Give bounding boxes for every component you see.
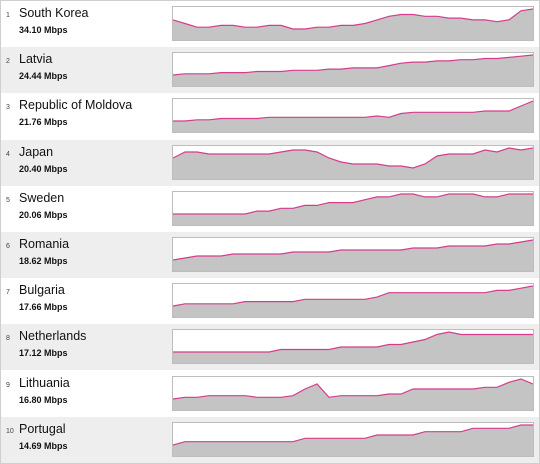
rank-number: 8 — [6, 335, 10, 342]
sparkline-svg — [173, 147, 533, 179]
rank-number: 4 — [6, 151, 10, 158]
country-name: Japan — [19, 145, 54, 159]
speed-value: 20.06 Mbps — [19, 210, 68, 220]
sparkline-area — [173, 101, 533, 132]
country-name: Sweden — [19, 191, 65, 205]
country-name: Netherlands — [19, 329, 87, 343]
speed-sparkline — [172, 329, 534, 364]
sparkline-svg — [173, 239, 533, 271]
sparkline-line — [173, 331, 533, 353]
speed-value: 21.76 Mbps — [19, 117, 68, 127]
sparkline-line — [173, 147, 533, 169]
speed-sparkline — [172, 422, 534, 457]
sparkline-svg — [173, 54, 533, 86]
sparkline-svg — [173, 100, 533, 132]
sparkline-area — [173, 286, 533, 317]
ranking-row: 5 Sweden 20.06 Mbps — [1, 186, 539, 232]
sparkline-line — [173, 424, 533, 446]
speed-sparkline — [172, 98, 534, 133]
rank-number: 5 — [6, 197, 10, 204]
ranking-row: 6 Romania 18.62 Mbps — [1, 232, 539, 278]
ranking-row: 7 Bulgaria 17.66 Mbps — [1, 278, 539, 324]
country-name: Republic of Moldova — [19, 98, 133, 112]
speed-value: 17.12 Mbps — [19, 348, 68, 358]
speed-sparkline — [172, 191, 534, 226]
country-name: South Korea — [19, 6, 89, 20]
rank-number: 7 — [6, 289, 10, 296]
sparkline-svg — [173, 424, 533, 456]
rank-number: 9 — [6, 382, 10, 389]
sparkline-line — [173, 193, 533, 215]
ranking-row: 1 South Korea 34.10 Mbps — [1, 1, 539, 47]
speed-value: 18.62 Mbps — [19, 256, 68, 266]
rank-number: 3 — [6, 104, 10, 111]
sparkline-line — [173, 54, 533, 76]
sparkline-area — [173, 194, 533, 225]
sparkline-line — [173, 239, 533, 261]
speed-sparkline — [172, 376, 534, 411]
sparkline-svg — [173, 8, 533, 40]
ranking-row: 8 Netherlands 17.12 Mbps — [1, 324, 539, 370]
speed-value: 17.66 Mbps — [19, 302, 68, 312]
sparkline-area — [173, 379, 533, 410]
speed-sparkline — [172, 6, 534, 41]
country-name: Bulgaria — [19, 283, 65, 297]
speed-value: 20.40 Mbps — [19, 164, 68, 174]
sparkline-area — [173, 148, 533, 179]
sparkline-line — [173, 378, 533, 400]
sparkline-line — [173, 8, 533, 30]
country-name: Romania — [19, 237, 70, 251]
ranking-row: 2 Latvia 24.44 Mbps — [1, 47, 539, 93]
rank-number: 10 — [6, 428, 14, 435]
sparkline-svg — [173, 378, 533, 410]
speed-sparkline — [172, 237, 534, 272]
speed-value: 24.44 Mbps — [19, 71, 68, 81]
speed-sparkline — [172, 283, 534, 318]
sparkline-svg — [173, 193, 533, 225]
sparkline-line — [173, 100, 533, 122]
country-name: Latvia — [19, 52, 53, 66]
ranking-row: 9 Lithuania 16.80 Mbps — [1, 371, 539, 417]
speed-value: 34.10 Mbps — [19, 25, 68, 35]
speed-sparkline — [172, 145, 534, 180]
country-name: Portugal — [19, 422, 66, 436]
sparkline-area — [173, 425, 533, 456]
ranking-row: 4 Japan 20.40 Mbps — [1, 140, 539, 186]
sparkline-svg — [173, 331, 533, 363]
ranking-row: 3 Republic of Moldova 21.76 Mbps — [1, 93, 539, 139]
rank-number: 2 — [6, 58, 10, 65]
speed-value: 16.80 Mbps — [19, 395, 68, 405]
sparkline-area — [173, 9, 533, 40]
sparkline-svg — [173, 285, 533, 317]
rank-number: 1 — [6, 12, 10, 19]
sparkline-line — [173, 285, 533, 307]
speed-value: 14.69 Mbps — [19, 441, 68, 451]
sparkline-area — [173, 55, 533, 86]
rank-number: 6 — [6, 243, 10, 250]
country-name: Lithuania — [19, 376, 70, 390]
ranking-row: 10 Portugal 14.69 Mbps — [1, 417, 539, 463]
speed-sparkline — [172, 52, 534, 87]
sparkline-area — [173, 240, 533, 271]
